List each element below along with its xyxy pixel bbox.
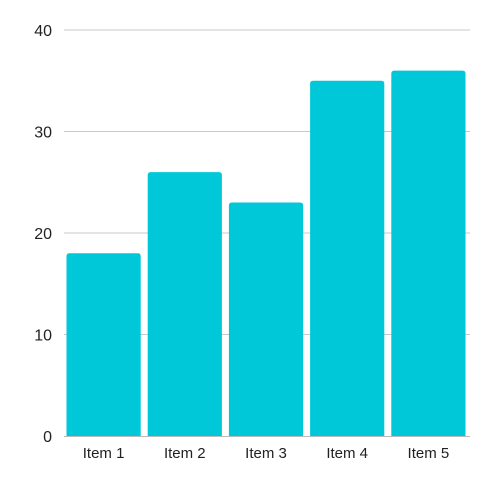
y-tick-label: 20 bbox=[34, 226, 52, 243]
y-axis-ticks: 0 10 20 30 40 bbox=[34, 23, 52, 446]
y-tick-label: 40 bbox=[34, 23, 52, 40]
bars bbox=[66, 70, 466, 436]
bar-2 bbox=[147, 172, 222, 436]
x-tick-label: Item 4 bbox=[326, 445, 368, 462]
x-tick-label: Item 2 bbox=[164, 445, 206, 462]
x-tick-label: Item 3 bbox=[245, 445, 287, 462]
bar-5 bbox=[391, 70, 466, 436]
y-tick-label: 30 bbox=[34, 125, 52, 142]
x-tick-label: Item 5 bbox=[408, 445, 450, 462]
y-tick-label: 10 bbox=[34, 328, 52, 345]
x-axis-ticks: Item 1 Item 2 Item 3 Item 4 Item 5 bbox=[83, 445, 449, 462]
bar-4 bbox=[310, 80, 385, 436]
bar-1 bbox=[66, 253, 141, 436]
x-tick-label: Item 1 bbox=[83, 445, 125, 462]
y-tick-label: 0 bbox=[43, 429, 52, 446]
bar-3 bbox=[228, 202, 304, 436]
